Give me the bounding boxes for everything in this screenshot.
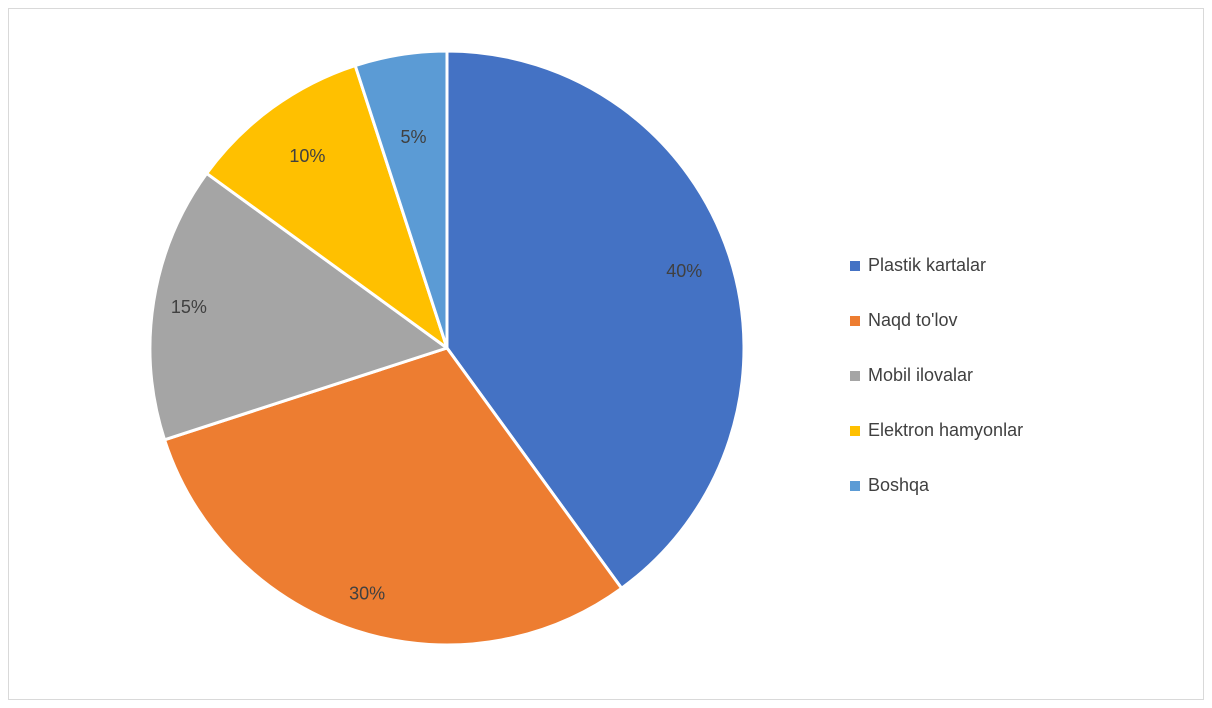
pie-slice-plastik-kartalar [445, 49, 746, 590]
pie-slices [148, 49, 746, 647]
data-label-plastik-kartalar: 40% [666, 261, 702, 281]
legend-swatch [850, 260, 860, 271]
legend-label: Naqd to'lov [868, 310, 958, 330]
data-label-elektron-hamyonlar: 10% [289, 146, 325, 166]
data-label-boshqa: 5% [401, 127, 427, 147]
legend-label: Elektron hamyonlar [868, 420, 1024, 440]
legend-item-plastik-kartalar: Plastik kartalar [850, 253, 1023, 278]
legend-swatch [850, 425, 860, 436]
legend-item-mobil-ilovalar: Mobil ilovalar [850, 363, 1023, 388]
legend-swatch [850, 315, 860, 326]
pie-slice-boshqa [353, 49, 449, 350]
legend-item-boshqa: Boshqa [850, 473, 1023, 498]
legend-swatch [850, 370, 860, 381]
pie-data-labels: 40% 30% 15% 10% 5% [171, 127, 702, 604]
data-label-naqd-to-lov: 30% [349, 584, 385, 604]
data-label-mobil-ilovalar: 15% [171, 297, 207, 317]
legend-swatch [850, 480, 860, 491]
pie-slice-elektron-hamyonlar [205, 64, 449, 350]
pie-slice-mobil-ilovalar [148, 171, 449, 442]
legend-item-elektron-hamyonlar: Elektron hamyonlar [850, 418, 1023, 443]
legend-item-naqd-tolov: Naqd to'lov [850, 308, 1023, 333]
legend-label: Mobil ilovalar [868, 365, 974, 385]
legend: Plastik kartalar Naqd to'lov Mobil ilova… [850, 253, 1023, 528]
legend-label: Plastik kartalar [868, 255, 987, 275]
legend-label: Boshqa [868, 475, 930, 495]
pie-slice-naqd-to-lov [163, 346, 624, 647]
